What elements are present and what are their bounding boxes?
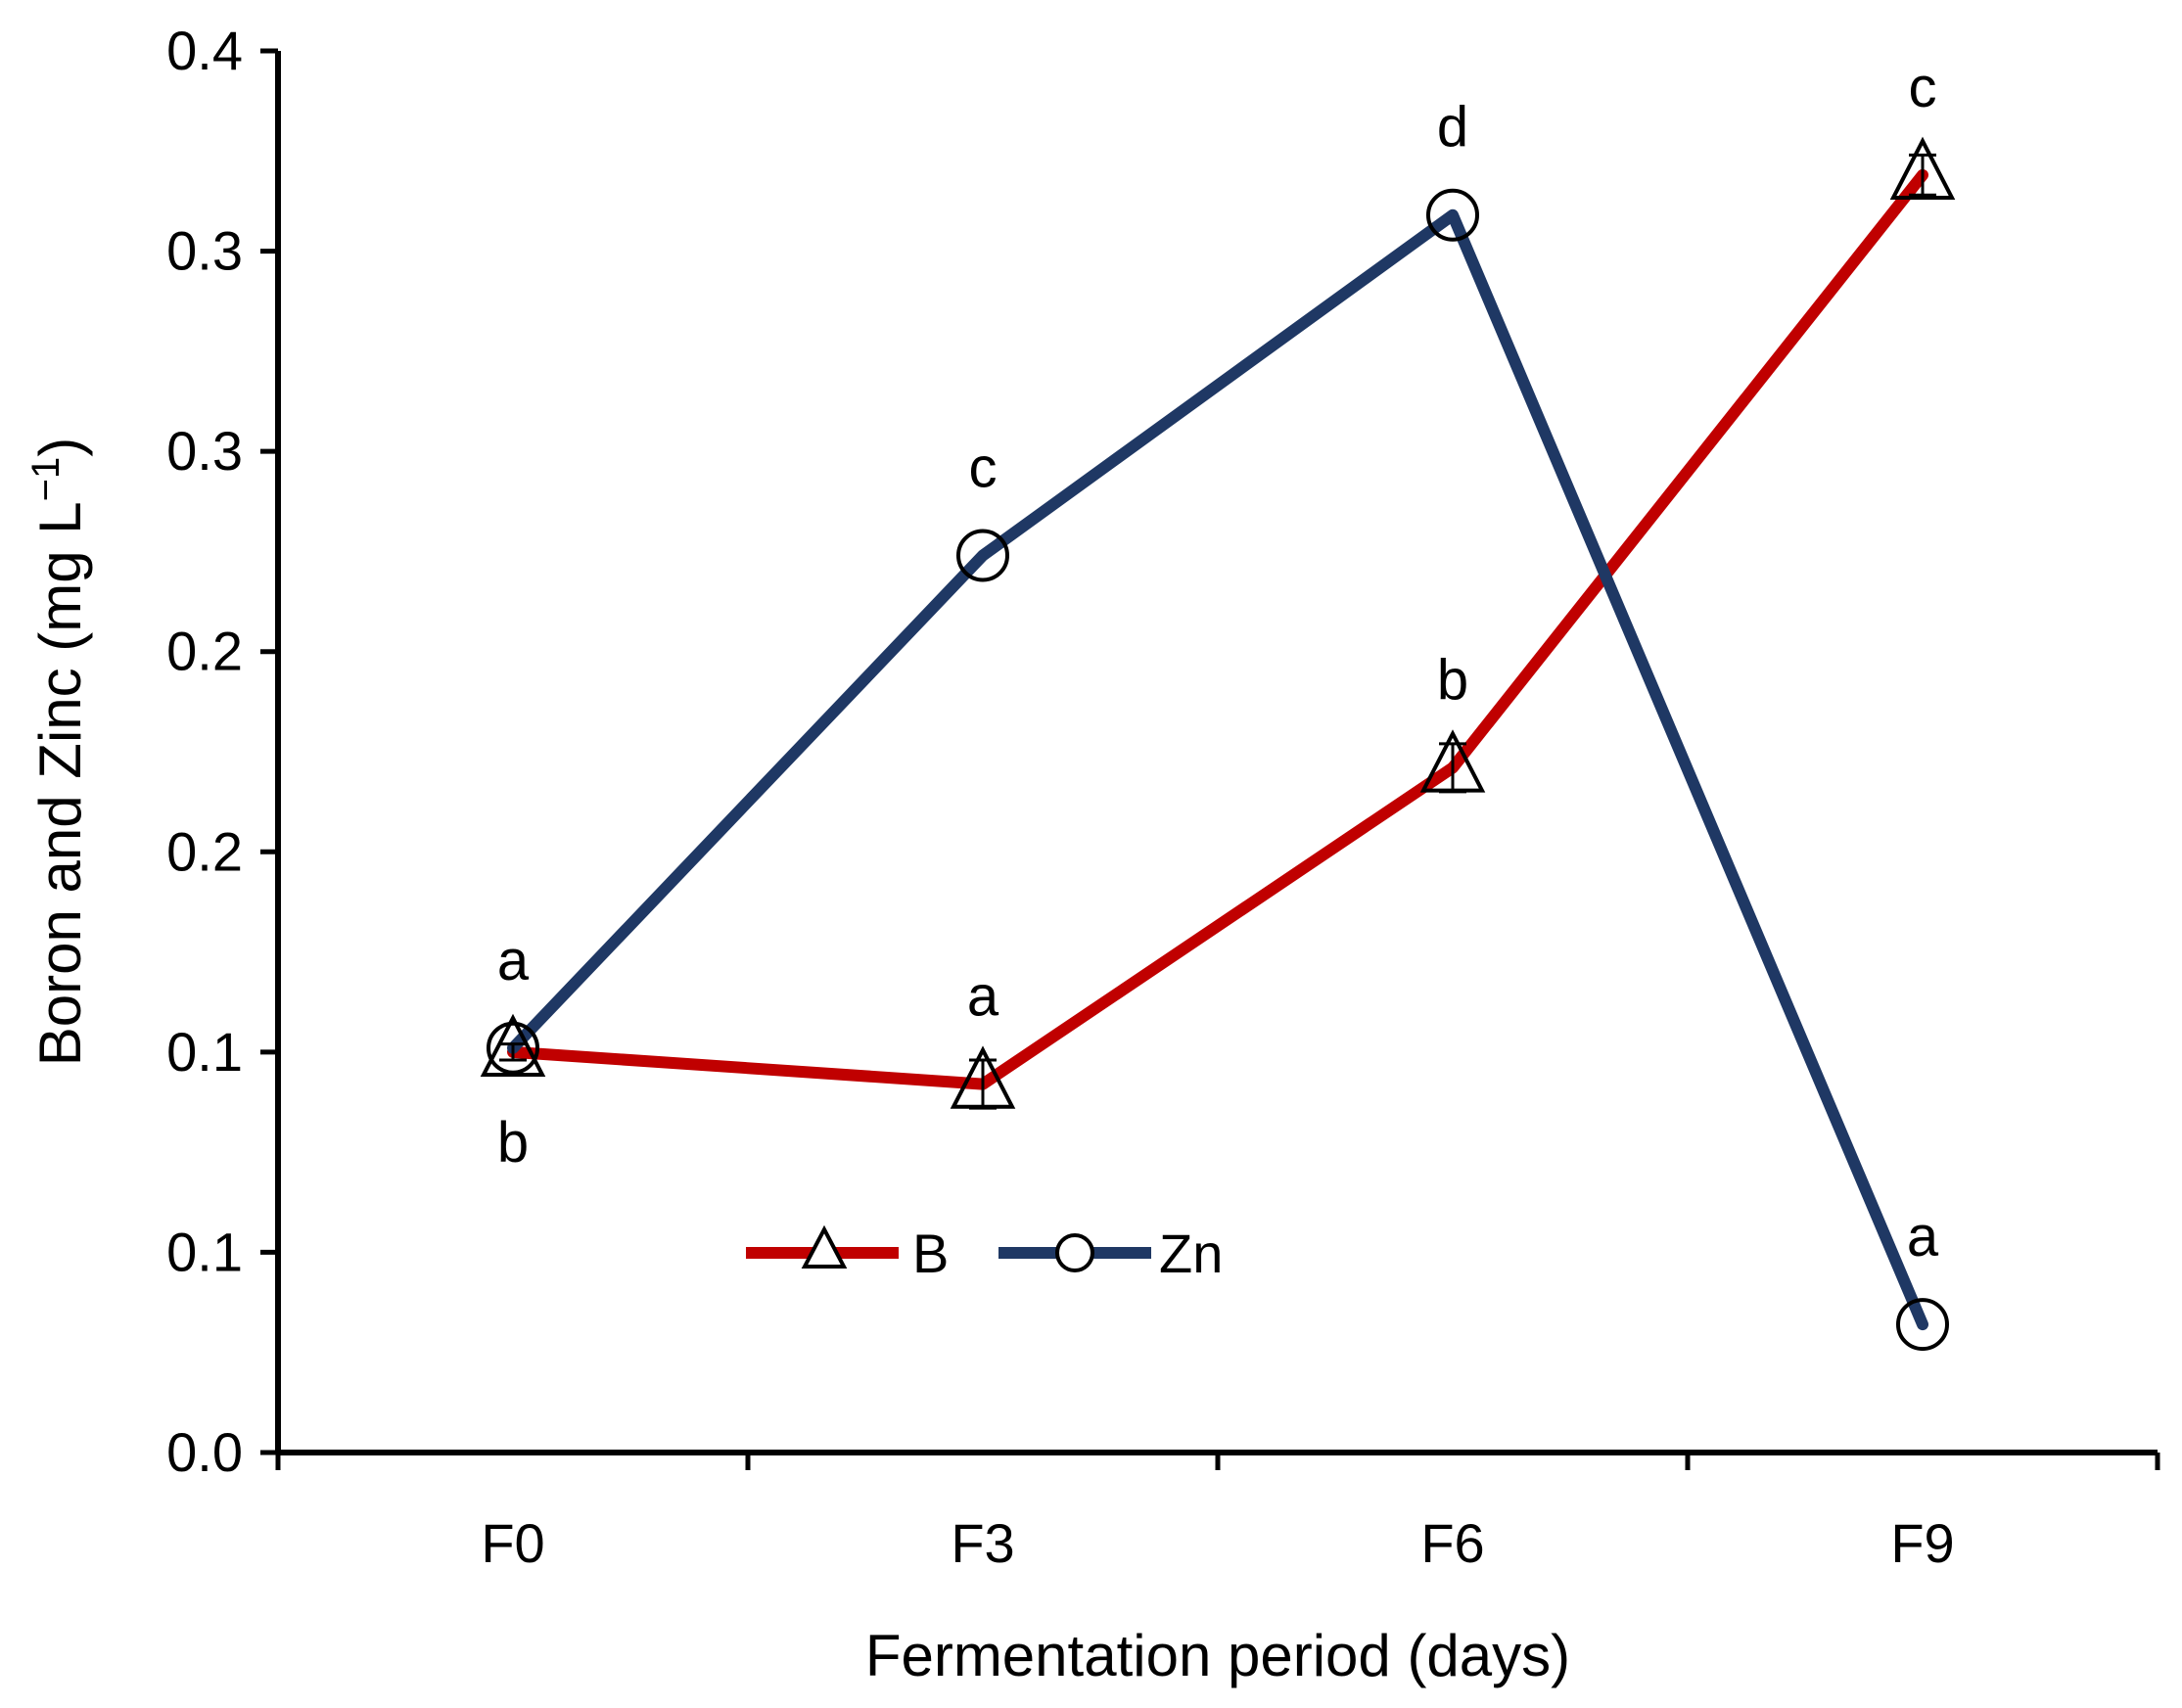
point-b	[1889, 136, 1956, 201]
y-tick-label: 0.3	[166, 420, 243, 482]
y-tick-label: 0.2	[166, 621, 243, 682]
point-zn	[487, 1021, 539, 1075]
legend-label-zn: Zn	[1159, 1223, 1223, 1284]
y-tick-label: 0.1	[166, 1221, 243, 1282]
legend-label-b: B	[912, 1223, 949, 1284]
point-zn	[1426, 188, 1479, 242]
y-axis-title: Boron and Zinc (mg L−1)	[24, 438, 93, 1067]
x-ticks: F0 F3 F6 F9	[275, 1453, 2160, 1574]
y-axis-title-close: )	[27, 438, 93, 457]
series-line-zn	[507, 208, 1928, 1331]
y-tick-label: 0.1	[166, 1021, 243, 1083]
point-b	[950, 1045, 1016, 1109]
y-tick-label: 0.3	[166, 220, 243, 282]
y-tick-label: 0.0	[166, 1421, 243, 1483]
y-tick-label: 0.2	[166, 820, 243, 882]
significance-labels: b a b c a c d a	[497, 56, 1939, 1269]
sig-label-b: c	[1909, 56, 1937, 119]
legend-marker-b	[801, 1224, 848, 1269]
legend-entry-b: B	[746, 1223, 949, 1284]
point-b	[1419, 729, 1486, 793]
legend-entry-zn: Zn	[998, 1223, 1223, 1284]
y-axis-title-main: Boron and Zinc (mg L	[27, 501, 93, 1066]
x-tick-label: F6	[1420, 1512, 1484, 1574]
sig-label-b: b	[1437, 648, 1468, 712]
y-ticks: 0.0 0.1 0.1 0.2 0.2 0.3 0.3 0.4	[166, 20, 278, 1483]
point-zn	[1896, 1298, 1949, 1352]
x-tick-label: F9	[1890, 1512, 1954, 1574]
point-zn	[956, 529, 1009, 582]
sig-label-zn: a	[497, 929, 530, 992]
x-tick-label: F3	[951, 1512, 1014, 1574]
sig-label-b: b	[497, 1111, 529, 1175]
x-tick-label: F0	[481, 1512, 544, 1574]
sig-label-zn: c	[969, 437, 998, 500]
legend: B Zn	[746, 1223, 1223, 1284]
sig-label-b: a	[967, 965, 999, 1029]
legend-marker-zn	[1055, 1233, 1094, 1272]
sig-label-zn: d	[1437, 96, 1468, 160]
point-b	[480, 1013, 546, 1078]
y-tick-label: 0.4	[166, 20, 243, 81]
series	[480, 136, 1956, 1352]
series-line-b	[507, 168, 1928, 1090]
sig-label-zn: a	[1907, 1205, 1939, 1269]
x-axis-title: Fermentation period (days)	[865, 1623, 1570, 1688]
y-axis-title-sup: −1	[24, 457, 68, 502]
